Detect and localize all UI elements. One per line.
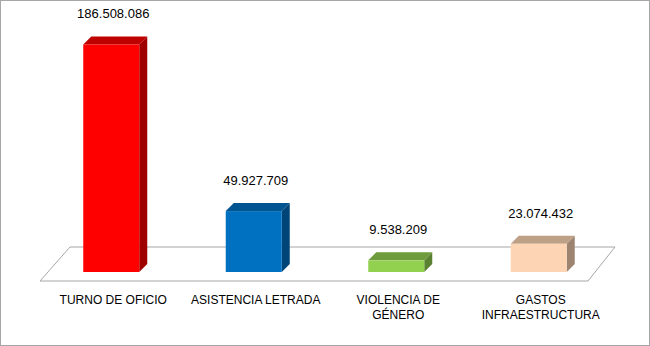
bar-side	[139, 36, 147, 272]
category-label: ASISTENCIA LETRADA	[191, 293, 320, 307]
bars	[83, 36, 575, 272]
category-label: TURNO DE OFICIO	[60, 293, 167, 307]
chart-svg: 186.508.086 TURNO DE OFICIO 49.927.709 ASIS…	[0, 0, 650, 346]
data-label: 49.927.709	[223, 173, 288, 188]
bar	[83, 44, 139, 272]
bar-top	[226, 203, 290, 211]
data-label: 9.538.209	[369, 222, 427, 237]
chart-container: 186.508.086 TURNO DE OFICIO 49.927.709 ASIS…	[0, 0, 650, 346]
data-label: 23.074.432	[508, 206, 573, 221]
chart-frame	[1, 1, 650, 346]
bar	[226, 211, 282, 272]
bar	[511, 244, 567, 272]
bar	[368, 260, 424, 272]
bar-top	[83, 36, 147, 44]
bar-top	[511, 236, 575, 244]
bar-top	[368, 252, 432, 260]
category-label: GASTOSINFRAESTRUCTURA	[482, 293, 600, 322]
texts: 186.508.086 TURNO DE OFICIO 49.927.709 ASIS…	[60, 6, 600, 322]
category-label: VIOLENCIA DEGÉNERO	[357, 293, 440, 322]
data-label: 186.508.086	[77, 6, 149, 21]
bar-side	[282, 203, 290, 272]
